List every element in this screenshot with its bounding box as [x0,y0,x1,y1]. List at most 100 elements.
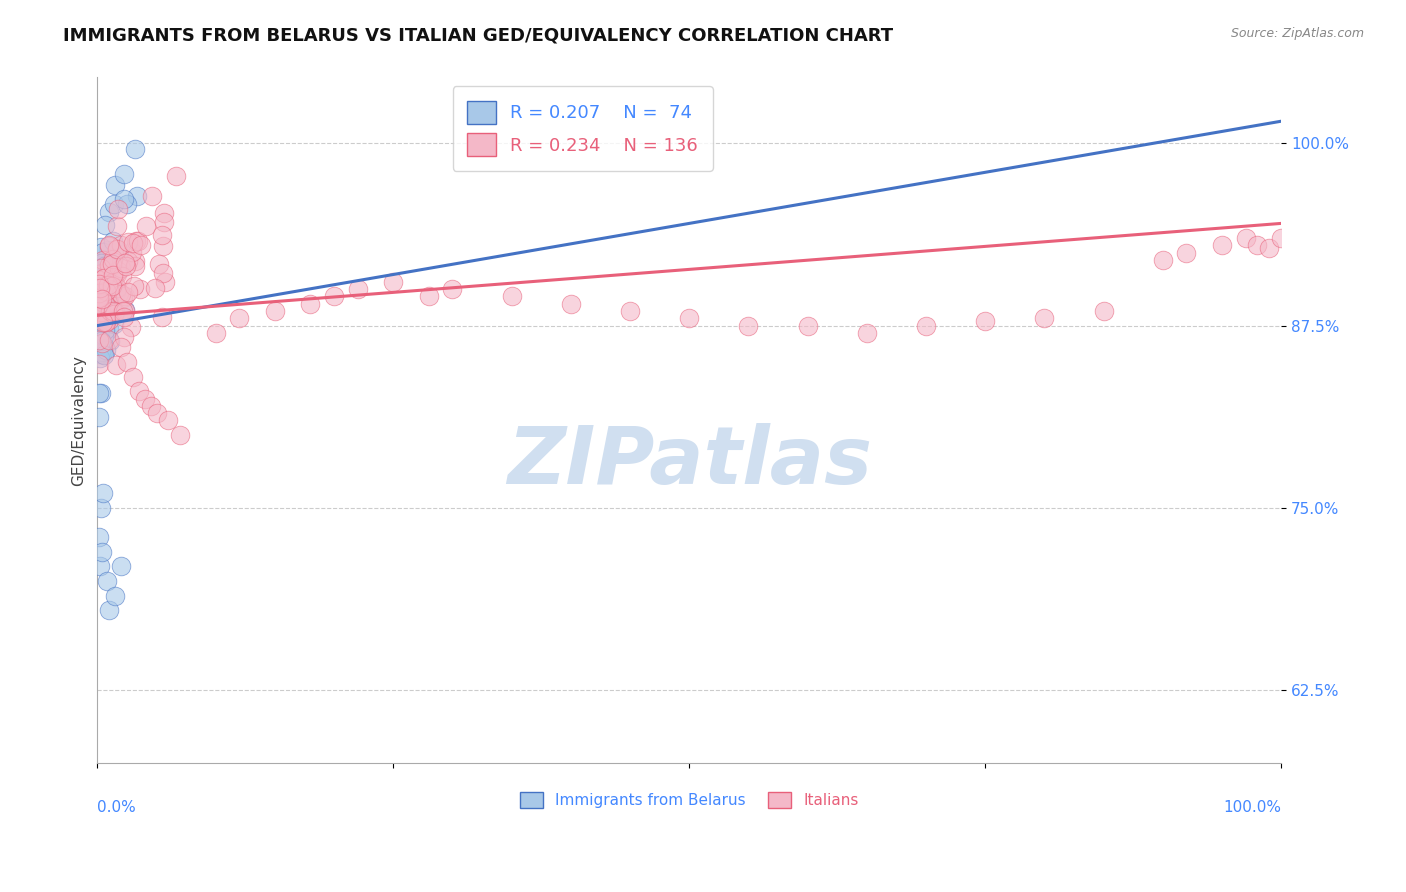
Point [105,242,128,256]
Point [104,277,127,291]
Point [323,289,346,303]
Point [89,559,111,574]
Point [93,339,115,353]
Point [91,316,114,330]
Point [96,307,118,321]
Point [105,219,128,234]
Text: ZIPatlas: ZIPatlas [506,423,872,500]
Point [91,316,114,330]
Point [94,271,117,285]
Point [169,428,191,442]
Point [98,304,121,318]
Point [501,289,523,303]
Point [90,256,112,270]
Point [101,271,124,285]
Point [97,322,120,336]
Point [97,277,120,292]
Point [98,238,121,252]
Point [87,300,110,314]
Point [153,215,176,229]
Point [1246,238,1268,252]
Point [96,257,118,271]
Point [90,386,112,401]
Point [89,333,111,347]
Point [89,281,111,295]
Point [124,142,146,156]
Point [98,259,121,273]
Point [98,295,121,310]
Text: Source: ZipAtlas.com: Source: ZipAtlas.com [1230,27,1364,40]
Point [110,287,132,301]
Point [114,288,136,302]
Point [129,283,152,297]
Point [93,270,115,285]
Point [110,341,132,355]
Text: 100.0%: 100.0% [1223,799,1281,814]
Point [87,347,110,361]
Point [91,245,114,260]
Point [105,280,128,294]
Point [90,309,112,323]
Point [141,189,163,203]
Point [96,284,118,298]
Point [112,291,135,305]
Point [93,259,115,273]
Point [93,268,115,283]
Point [619,304,641,318]
Point [915,318,938,333]
Point [98,260,121,274]
Point [418,289,440,303]
Point [121,245,143,260]
Point [121,236,143,251]
Point [87,287,110,301]
Point [90,334,112,348]
Point [122,278,145,293]
Point [101,303,124,318]
Point [127,189,149,203]
Point [145,281,167,295]
Point [115,260,138,274]
Point [796,318,818,333]
Point [103,234,125,248]
Point [89,280,111,294]
Point [152,206,174,220]
Point [103,317,125,331]
Point [91,339,114,353]
Point [105,358,128,372]
Point [134,392,156,406]
Point [91,335,114,350]
Point [107,244,129,259]
Point [737,318,759,333]
Point [145,406,167,420]
Text: IMMIGRANTS FROM BELARUS VS ITALIAN GED/EQUIVALENCY CORRELATION CHART: IMMIGRANTS FROM BELARUS VS ITALIAN GED/E… [63,27,893,45]
Point [1175,245,1198,260]
Point [104,589,127,603]
Point [114,304,136,318]
Point [121,369,143,384]
Point [89,288,111,302]
Point [89,292,111,306]
Point [441,282,464,296]
Point [112,167,135,181]
Point [90,305,112,319]
Point [91,289,114,303]
Point [111,268,134,283]
Point [103,268,125,283]
Point [228,311,250,326]
Point [101,276,124,290]
Point [101,279,124,293]
Point [111,303,134,318]
Point [96,293,118,307]
Point [90,334,112,348]
Point [91,293,114,307]
Point [110,559,132,574]
Point [96,252,118,266]
Point [87,295,110,310]
Point [165,169,187,183]
Point [299,296,322,310]
Point [89,351,111,365]
Point [87,385,110,400]
Point [90,285,112,299]
Point [93,219,115,233]
Point [346,282,368,296]
